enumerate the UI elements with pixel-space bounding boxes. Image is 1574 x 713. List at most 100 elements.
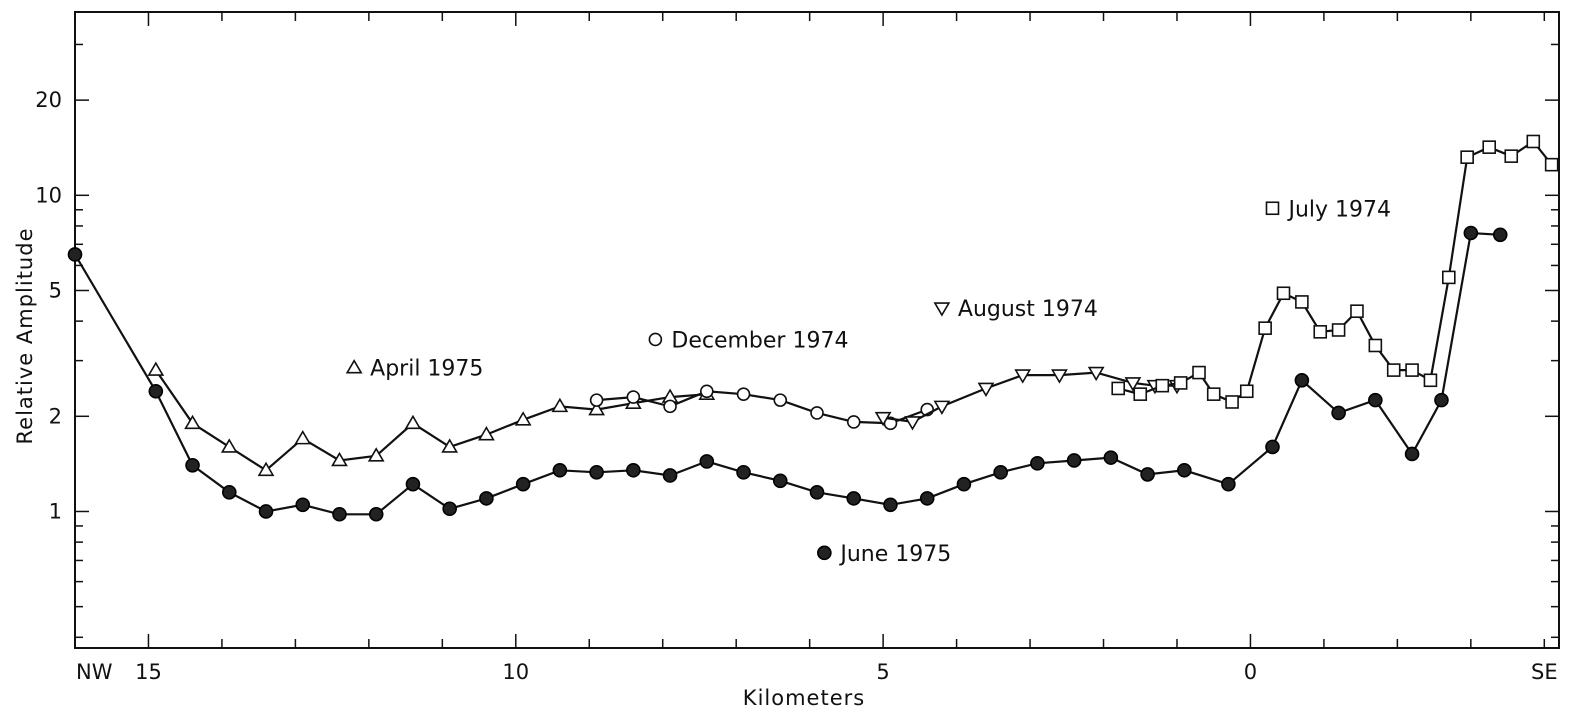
data-point-june-1975 [699,454,715,469]
data-point-june-1975 [221,484,237,500]
annotation-layer: April 1975 December 1974 August 1974 July 1… [345,197,1391,567]
data-point-july-1974 [1133,387,1148,401]
axis-ticks [74,12,1559,648]
x-end-label-right: SE [1531,660,1558,684]
data-point-april-1975 [441,438,459,453]
data-point-june-1975 [772,473,788,489]
annotation-label-june-1975: June 1975 [838,542,951,567]
data-point-july-1974 [1225,395,1239,409]
data-point-june-1975 [1294,372,1310,388]
y-tick-label: 10 [35,183,62,207]
y-axis-title: Relative Amplitude [13,228,37,445]
data-point-july-1974 [1258,321,1272,335]
data-point-june-1975 [626,462,641,478]
data-point-july-1974 [1111,381,1126,396]
data-point-june-1975 [368,506,384,522]
data-point-june-1975 [552,462,568,478]
data-point-june-1975 [1103,450,1119,465]
data-point-july-1974 [1442,270,1456,285]
annotation-label-april-1975: April 1975 [370,357,483,382]
data-point-august-1974 [874,411,892,427]
data-point-june-1975 [67,247,83,262]
data-point-june-1975 [846,491,862,506]
data-point-june-1975 [662,468,678,483]
annotation-marker-december-1974 [648,332,663,347]
data-point-july-1974 [1206,387,1221,401]
data-point-june-1975 [295,497,311,513]
data-point-july-1974 [1173,376,1188,390]
data-point-august-1974 [933,400,951,415]
data-point-july-1974 [1239,384,1254,399]
data-point-april-1975 [404,414,422,430]
data-point-august-1974 [1014,369,1032,384]
data-point-july-1974 [1276,286,1291,301]
annotation-marker-august-1974 [933,302,951,317]
data-point-june-1975 [736,465,751,480]
data-point-june-1975 [919,491,935,506]
data-point-december-1974 [589,393,604,407]
data-point-july-1974 [1313,325,1328,339]
x-tick-label: 15 [135,660,162,684]
data-point-june-1975 [1463,225,1479,241]
data-point-april-1975 [588,401,605,416]
data-point-june-1975 [809,484,825,500]
y-tick-label: 1 [49,499,62,523]
x-tick-label: 5 [876,660,889,684]
data-point-december-1974 [626,390,641,404]
data-point-april-1975 [331,451,348,467]
data-point-july-1974 [1526,134,1541,149]
data-point-june-1975 [1368,392,1383,408]
x-axis-title: Kilometers [743,686,865,710]
data-point-july-1974 [1504,149,1519,163]
data-point-july-1974 [1295,295,1309,309]
x-end-label-left: NW [76,660,113,684]
data-point-june-1975 [148,383,164,399]
data-point-june-1975 [1066,453,1082,468]
data-point-june-1975 [258,504,274,519]
data-point-august-1974 [977,382,995,398]
series-july-1974 [1111,134,1559,409]
data-point-april-1975 [184,414,201,430]
data-point-june-1975 [479,491,494,506]
annotation-marker-july-1974 [1265,201,1280,216]
data-point-april-1975 [478,426,495,441]
y-tick-label: 2 [49,404,62,428]
series-line-june-1975 [74,231,1501,516]
data-point-april-1975 [514,411,532,426]
series-line-july-1974 [1117,140,1553,404]
series-june-1975 [67,225,1508,522]
data-point-june-1975 [993,465,1008,480]
data-point-june-1975 [1265,439,1280,455]
data-point-july-1974 [1155,378,1170,393]
data-point-june-1975 [956,476,972,492]
y-tick-label: 5 [49,278,62,302]
data-point-august-1974 [1051,369,1068,384]
data-point-july-1974 [1368,338,1383,353]
data-point-april-1975 [294,430,312,445]
annotation-marker-april-1975 [345,359,363,374]
annotation-label-december-1974: December 1974 [671,328,848,353]
data-point-december-1974 [700,384,714,399]
data-point-august-1974 [904,416,921,431]
data-point-june-1975 [1492,227,1508,243]
data-point-june-1975 [589,465,604,480]
data-point-december-1974 [810,406,824,420]
data-point-december-1974 [736,387,751,401]
data-point-july-1974 [1423,373,1438,388]
data-point-august-1974 [1087,366,1105,382]
data-point-april-1975 [551,397,569,413]
data-point-april-1975 [257,461,275,477]
data-point-december-1974 [773,393,788,407]
data-point-july-1974 [1482,140,1497,154]
data-point-april-1975 [147,361,165,376]
data-point-august-1974 [1124,377,1142,392]
data-point-december-1974 [846,415,861,429]
data-point-april-1975 [367,447,385,462]
data-point-july-1974 [1386,363,1401,377]
axis-labels: NW SE Kilometers Relative Amplitude 15 10… [13,88,1558,710]
data-point-june-1975 [1221,476,1236,492]
annotation-marker-june-1975 [817,545,832,561]
x-tick-label: 0 [1244,660,1257,684]
plot-frame [74,11,1560,649]
